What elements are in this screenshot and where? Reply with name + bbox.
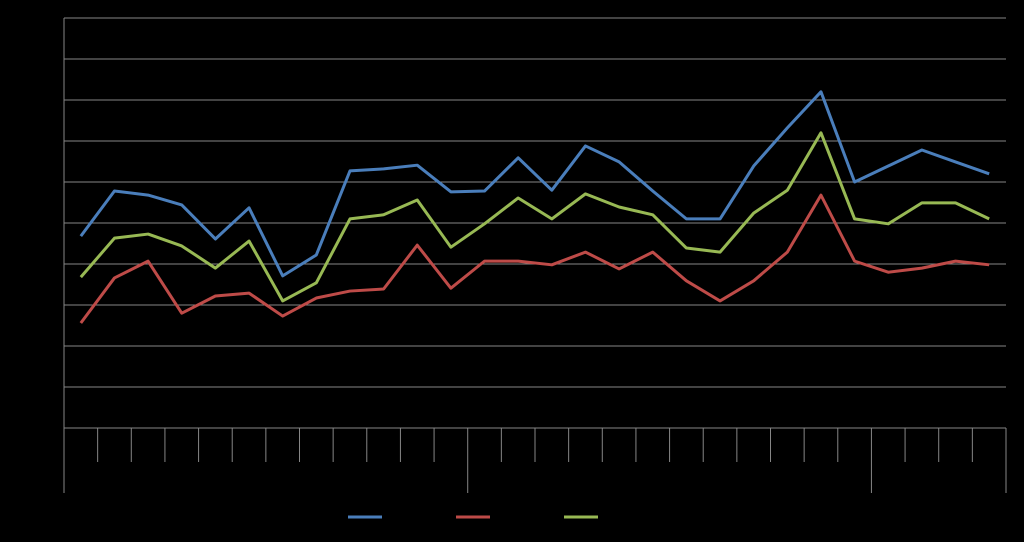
y-tick-label: 9 — [49, 51, 56, 65]
y-tick-label: 7 — [49, 133, 56, 147]
y-tick-label: 3 — [49, 297, 56, 311]
y-tick-label: 10 — [43, 10, 57, 24]
series-line — [79, 131, 990, 303]
y-tick-label: 2 — [49, 338, 56, 352]
y-tick-label: 8 — [49, 92, 56, 106]
y-tick-label: 4 — [49, 256, 56, 270]
series-line — [79, 90, 990, 278]
y-tick-label: 1 — [49, 379, 56, 393]
y-tick-label: 0 — [49, 420, 56, 434]
series-line — [79, 193, 990, 324]
y-tick-label: 6 — [49, 174, 56, 188]
y-tick-label: 5 — [49, 215, 56, 229]
